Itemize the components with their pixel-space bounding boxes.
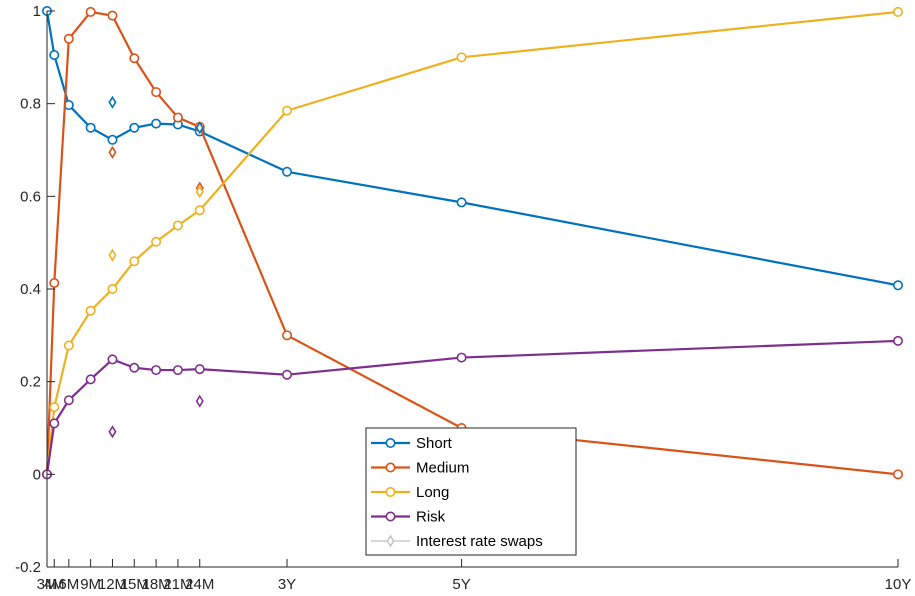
legend-marker (385, 437, 396, 448)
swap-marker (195, 394, 204, 408)
data-point (129, 122, 140, 133)
data-point (49, 277, 60, 288)
data-point (151, 87, 162, 98)
x-tick-label: 24M (185, 576, 214, 593)
x-tick-label: 4M (44, 576, 65, 593)
legend-entry-short: Short (371, 435, 453, 452)
x-tick-label: 10Y (885, 576, 912, 593)
data-point (129, 256, 140, 267)
data-point (151, 365, 162, 376)
series-risk (41, 335, 903, 480)
data-point (456, 52, 467, 63)
marker-layer (108, 95, 204, 439)
x-tick-label: 12M (98, 576, 127, 593)
swap-marker (108, 145, 117, 159)
y-tick-label: 0.2 (20, 374, 41, 391)
data-point (49, 50, 60, 61)
swap-marker (195, 185, 204, 199)
data-point (282, 369, 293, 380)
data-point (129, 53, 140, 64)
series-line (45, 10, 899, 476)
y-tick-label: 0.4 (20, 281, 41, 298)
legend-entry-long: Long (371, 484, 449, 501)
y-tick-label: 0 (33, 466, 41, 483)
legend-label: Short (416, 435, 453, 452)
y-tick-label: -0.2 (15, 559, 41, 576)
data-point (172, 365, 183, 376)
data-point (282, 330, 293, 341)
y-tick-label: 0.8 (20, 96, 41, 113)
series-long (41, 6, 903, 480)
data-point (892, 335, 903, 346)
y-tick-label: 1 (33, 3, 41, 20)
x-tick-label: 5Y (452, 576, 470, 593)
swap-marker (108, 248, 117, 262)
data-point (172, 112, 183, 123)
data-point (456, 197, 467, 208)
data-point (892, 469, 903, 480)
legend-label: Medium (416, 460, 469, 477)
data-point (63, 340, 74, 351)
x-tick-label: 18M (142, 576, 171, 593)
data-point (129, 362, 140, 373)
swap-marker (108, 425, 117, 439)
data-point (49, 418, 60, 429)
data-point (85, 6, 96, 17)
data-point (892, 280, 903, 291)
data-point (456, 352, 467, 363)
legend-marker (385, 462, 396, 473)
data-point (107, 10, 118, 21)
data-point (63, 33, 74, 44)
data-point (151, 236, 162, 247)
legend-entry-interest-rate-swaps: Interest rate swaps (371, 533, 543, 550)
data-point (107, 354, 118, 365)
series-line (45, 10, 899, 475)
series-short (41, 6, 903, 291)
legend-label: Interest rate swaps (416, 533, 543, 550)
data-point (85, 374, 96, 385)
swap-marker (195, 121, 204, 135)
data-point (194, 364, 205, 375)
series-medium (41, 6, 903, 480)
x-tick-label: 9M (80, 576, 101, 593)
legend-entry-medium: Medium (371, 460, 469, 477)
legend-label: Risk (416, 509, 446, 526)
data-point (151, 118, 162, 129)
data-point (892, 6, 903, 17)
series-layer (41, 6, 903, 480)
swap-marker (108, 95, 117, 109)
legend-marker (386, 534, 395, 548)
legend-marker (385, 486, 396, 497)
legend-marker (385, 511, 396, 522)
data-point (107, 134, 118, 145)
data-point (107, 283, 118, 294)
data-point (49, 402, 60, 413)
data-point (85, 122, 96, 133)
x-tick-label: 3M (37, 576, 58, 593)
y-tick-label: 0.6 (20, 188, 41, 205)
legend: Short Medium Long Risk Interest rate swaps (365, 427, 577, 556)
legend-label: Long (416, 484, 449, 501)
legend-entry-risk: Risk (371, 509, 446, 526)
data-point (63, 395, 74, 406)
x-tick-label: 15M (120, 576, 149, 593)
data-point (172, 220, 183, 231)
series-line (45, 10, 899, 287)
data-point (282, 166, 293, 177)
x-tick-label: 6M (58, 576, 79, 593)
x-tick-label: 3Y (278, 576, 296, 593)
data-point (85, 305, 96, 316)
x-tick-label: 21M (163, 576, 192, 593)
data-point (282, 105, 293, 116)
data-point (194, 205, 205, 216)
